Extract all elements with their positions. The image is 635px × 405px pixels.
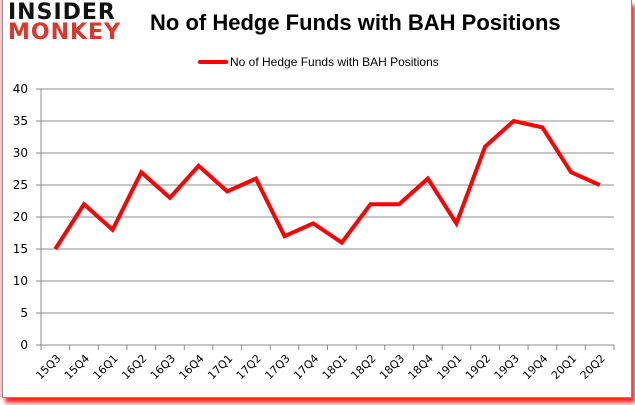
y-tick-label: 0 (20, 338, 28, 352)
y-tick-label: 40 (13, 82, 28, 96)
x-tick-label: 19Q2 (463, 352, 493, 382)
x-tick-label: 18Q1 (320, 352, 350, 382)
x-tick-label: 17Q3 (262, 352, 292, 382)
y-tick-label: 5 (20, 306, 28, 320)
y-tick-label: 10 (13, 274, 28, 288)
x-tick-label: 17Q2 (234, 352, 264, 382)
x-tick-label: 15Q4 (62, 352, 92, 382)
chart-legend: No of Hedge Funds with BAH Positions (198, 55, 439, 69)
logo-line-2: MONKEY (8, 20, 122, 45)
x-axis-ticks: 15Q315Q416Q116Q216Q316Q417Q117Q217Q317Q4… (33, 352, 608, 382)
series-line (53, 118, 601, 251)
x-tick-label: 16Q3 (148, 352, 178, 382)
chart-frame (0, 0, 632, 398)
x-tick-label: 19Q4 (520, 352, 550, 382)
legend-line-swatch-icon (198, 60, 228, 64)
x-tick-label: 17Q4 (291, 352, 321, 382)
logo-line-1: INSIDER (8, 0, 116, 25)
y-tick-label: 30 (13, 146, 28, 160)
y-tick-label: 35 (13, 114, 28, 128)
x-tick-label: 17Q1 (205, 352, 235, 382)
chart-title: No of Hedge Funds with BAH Positions (150, 10, 561, 35)
gridlines (36, 88, 614, 346)
insider-monkey-logo: INSIDER MONKEY (8, 0, 138, 45)
x-tick-label: 19Q1 (434, 352, 464, 382)
x-tick-label: 18Q2 (348, 352, 378, 382)
x-tick-label: 16Q1 (91, 352, 121, 382)
x-tick-label: 16Q2 (119, 352, 149, 382)
x-tick-label: 15Q3 (33, 352, 63, 382)
y-tick-label: 25 (13, 178, 28, 192)
legend-label: No of Hedge Funds with BAH Positions (230, 55, 439, 69)
x-tick-label: 20Q2 (578, 352, 608, 382)
x-tick-label: 18Q4 (406, 352, 436, 382)
x-tick-label: 18Q3 (377, 352, 407, 382)
x-tick-label: 16Q4 (177, 352, 207, 382)
x-tick-label: 20Q1 (549, 352, 579, 382)
y-tick-label: 15 (13, 242, 28, 256)
y-tick-label: 20 (13, 210, 28, 224)
x-tick-label: 19Q3 (492, 352, 522, 382)
y-axis-ticks: 0 5 10 15 20 25 30 35 40 (13, 82, 28, 352)
axes (40, 89, 615, 350)
